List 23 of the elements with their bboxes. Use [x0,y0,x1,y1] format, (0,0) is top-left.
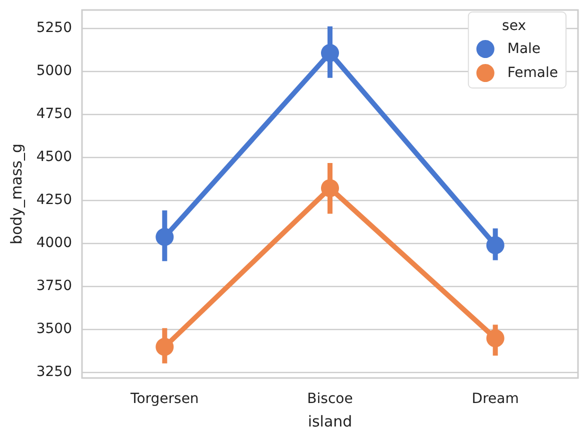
x-axis-title: island [308,412,352,430]
y-tick-label: 3250 [36,364,72,380]
legend-label: Male [507,41,541,57]
point [321,44,339,62]
y-axis-title: body_mass_g [8,143,26,245]
point [156,338,174,356]
y-tick-label: 5000 [36,63,72,80]
x-tick-label: Dream [472,391,519,407]
y-tick-label: 4750 [36,106,72,122]
y-tick-label: 3500 [36,320,72,337]
y-tick-label: 3750 [36,278,72,294]
point [486,236,504,254]
y-tick-label: 5250 [36,20,72,36]
legend-title: sex [502,18,526,34]
y-tick-label: 4500 [36,149,72,166]
y-tick-label: 4000 [36,235,72,252]
y-tick-label: 4250 [36,192,72,208]
x-tick-label: Torgersen [130,391,199,407]
x-tick-label: Biscoe [307,391,353,407]
point [486,329,504,348]
legend-label: Female [507,65,558,81]
point [156,228,174,246]
point [321,179,339,198]
